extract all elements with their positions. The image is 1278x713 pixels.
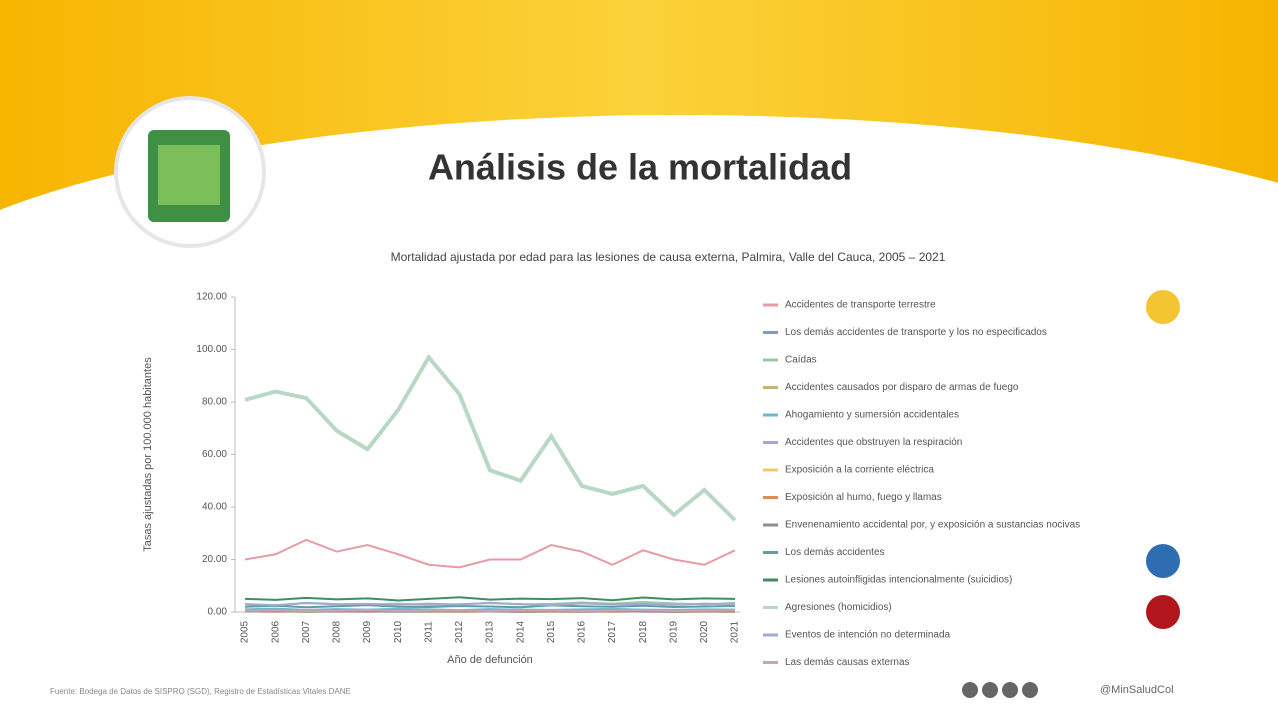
legend-label: Exposición al humo, fuego y llamas xyxy=(785,492,942,503)
x-tick-label: 2010 xyxy=(393,620,404,643)
x-tick-label: 2007 xyxy=(301,620,312,643)
footer-handle: @MinSaludCol xyxy=(1100,684,1174,696)
x-tick-label: 2021 xyxy=(730,620,741,643)
social-icons xyxy=(962,682,1038,698)
series-line xyxy=(244,596,736,602)
y-tick-label: 20.00 xyxy=(202,554,227,565)
x-tick-label: 2012 xyxy=(454,620,465,643)
legend-label: Accidentes que obstruyen la respiración xyxy=(785,437,962,448)
series-line xyxy=(244,538,736,569)
y-axis-label: Tasas ajustadas por 100.000 habitantes xyxy=(142,357,154,552)
x-tick-label: 2013 xyxy=(485,620,496,643)
x-tick-label: 2015 xyxy=(546,620,557,643)
icon-blue[interactable] xyxy=(1146,544,1180,578)
series-line xyxy=(244,601,736,607)
y-tick-label: 120.00 xyxy=(196,292,227,303)
x-tick-label: 2011 xyxy=(423,621,434,643)
logo-image-inner xyxy=(158,145,220,205)
footer-source: Fuente: Bodega de Datos de SISPRO (SGD),… xyxy=(50,687,351,696)
legend-label: Agresiones (homicidios) xyxy=(785,602,892,613)
chart-title: Mortalidad ajustada por edad para las le… xyxy=(391,250,946,264)
y-tick-label: 100.00 xyxy=(196,344,227,355)
y-tick-label: 80.00 xyxy=(202,397,227,408)
legend-label: Ahogamiento y sumersión accidentales xyxy=(785,410,959,421)
x-tick-label: 2018 xyxy=(638,620,649,643)
y-tick-label: 40.00 xyxy=(202,502,227,513)
legend-label: Los demás accidentes de transporte y los… xyxy=(785,327,1047,338)
x-tick-label: 2014 xyxy=(515,620,526,643)
legend-label: Accidentes de transporte terrestre xyxy=(785,300,936,311)
icon-yellow[interactable] xyxy=(1146,290,1180,324)
banner-curve xyxy=(0,115,1278,545)
social-icon[interactable] xyxy=(982,682,998,698)
x-axis-label: Año de defunción xyxy=(447,654,533,666)
legend-label: Envenenamiento accidental por, y exposic… xyxy=(785,520,1080,531)
legend-label: Accidentes causados por disparo de armas… xyxy=(785,382,1019,393)
y-tick-label: 0.00 xyxy=(208,607,228,618)
series-line xyxy=(244,609,736,612)
legend-label: Los demás accidentes xyxy=(785,547,885,558)
legend-label: Las demás causas externas xyxy=(785,657,910,668)
x-tick-label: 2020 xyxy=(699,620,710,643)
y-tick-label: 60.00 xyxy=(202,449,227,460)
x-tick-label: 2006 xyxy=(270,620,281,643)
x-tick-label: 2009 xyxy=(362,620,373,643)
series-line xyxy=(244,353,737,522)
legend-label: Exposición a la corriente eléctrica xyxy=(785,465,934,476)
x-tick-label: 2008 xyxy=(332,620,343,643)
social-icon[interactable] xyxy=(1022,682,1038,698)
legend-label: Caídas xyxy=(785,355,817,366)
x-tick-label: 2005 xyxy=(240,620,251,643)
x-tick-label: 2019 xyxy=(668,620,679,643)
legend-label: Lesiones autoinfligidas intencionalmente… xyxy=(785,575,1012,586)
social-icon[interactable] xyxy=(1002,682,1018,698)
icon-red[interactable] xyxy=(1146,595,1180,629)
slide-title: Análisis de la mortalidad xyxy=(428,147,852,188)
social-icon[interactable] xyxy=(962,682,978,698)
x-tick-label: 2017 xyxy=(607,620,618,643)
legend-label: Eventos de intención no determinada xyxy=(785,630,951,641)
x-tick-label: 2016 xyxy=(577,620,588,643)
series-line xyxy=(244,604,736,609)
